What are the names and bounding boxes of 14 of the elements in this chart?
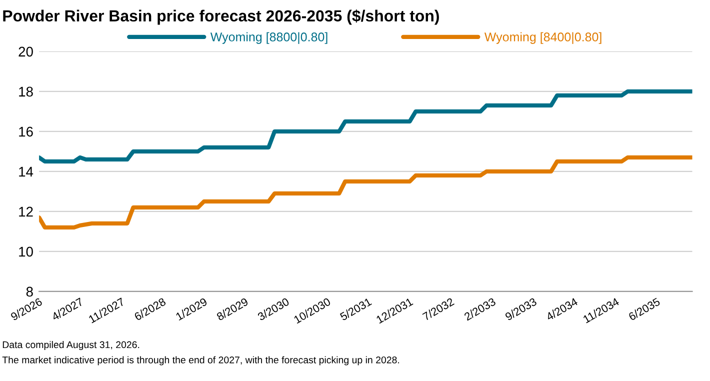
line-series (39, 89, 692, 164)
y-tick-label: 10 (19, 246, 33, 257)
text: Wyoming [8400|0.80] (484, 32, 602, 44)
y-tick-label: 18 (19, 86, 33, 97)
y-tick-label: 8 (26, 286, 33, 297)
chart-title: Powder River Basin price forecast 2026-2035 ($/short ton) (3, 10, 439, 25)
text: Wyoming [8800|0.80] (210, 32, 328, 44)
y-tick-label: 20 (18, 46, 33, 57)
line-series (39, 155, 692, 230)
text: Data compiled August 31, 2026. (2, 340, 140, 350)
text: The market indicative period is through the end of 2027, with the forecast picking up in 2028. (2, 356, 400, 366)
y-tick-label: 14 (19, 166, 34, 176)
y-tick-label: 16 (19, 126, 33, 137)
y-tick-label: 12 (19, 206, 33, 216)
